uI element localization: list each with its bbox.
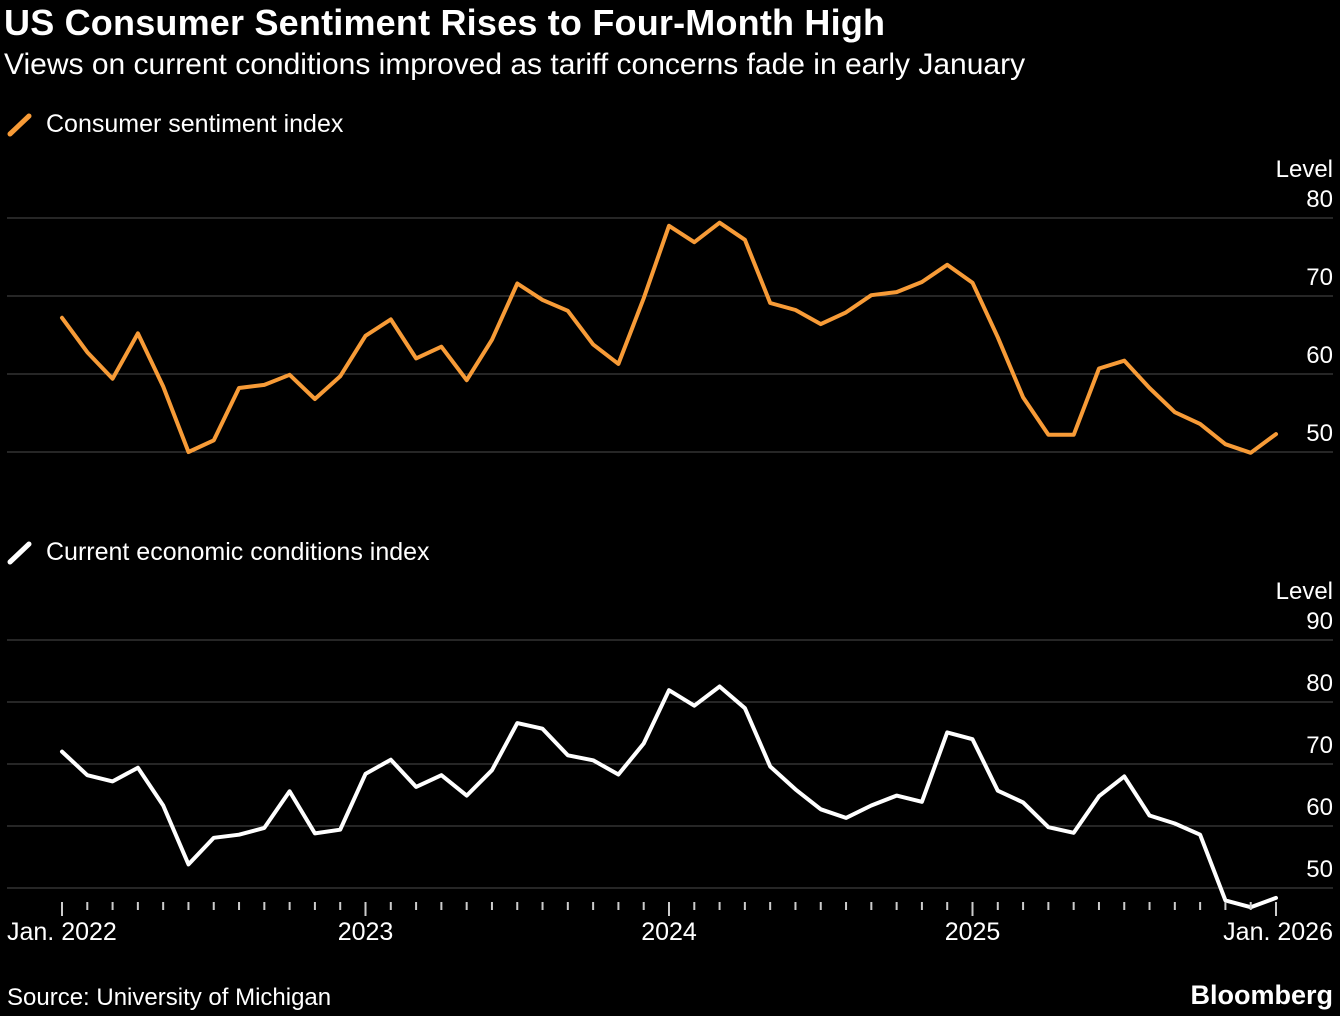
- bloomberg-logo: Bloomberg: [1190, 980, 1333, 1010]
- legend-current-conditions: Current economic conditions index: [6, 538, 430, 567]
- legend-label-sentiment: Consumer sentiment index: [46, 110, 344, 138]
- y-axis-tick-label: 70: [1306, 732, 1333, 759]
- sentiment-series-line: [60, 220, 1278, 455]
- x-axis-label: 2024: [641, 918, 697, 946]
- line-swatch-icon: [7, 113, 32, 136]
- x-axis-label: Jan. 2026: [1223, 918, 1333, 946]
- y-axis-tick-label: 60: [1306, 342, 1333, 369]
- y-axis-tick-label: 50: [1306, 420, 1333, 447]
- x-axis-label: 2025: [944, 918, 1001, 946]
- conditions-series-line: [60, 684, 1278, 910]
- y-axis-title: Level: [1275, 578, 1333, 605]
- y-axis-tick-label: 50: [1306, 856, 1333, 883]
- x-axis-label: Jan. 2022: [7, 918, 117, 946]
- line-swatch-icon: [7, 541, 32, 564]
- y-axis-tick-label: 60: [1306, 794, 1333, 821]
- x-axis-label: 2023: [337, 918, 394, 946]
- y-axis-title: Level: [1275, 156, 1333, 183]
- legend-label-conditions: Current economic conditions index: [46, 538, 430, 566]
- page-title: US Consumer Sentiment Rises to Four-Mont…: [4, 2, 886, 43]
- y-axis-tick-label: 80: [1306, 186, 1333, 213]
- y-axis-tick-label: 90: [1306, 608, 1333, 635]
- legend-consumer-sentiment: Consumer sentiment index: [6, 110, 343, 139]
- source-note: Source: University of Michigan: [7, 984, 332, 1011]
- y-axis-tick-label: 70: [1306, 264, 1333, 291]
- y-axis-tick-label: 80: [1306, 670, 1333, 697]
- page-subtitle: Views on current conditions improved as …: [4, 48, 1026, 81]
